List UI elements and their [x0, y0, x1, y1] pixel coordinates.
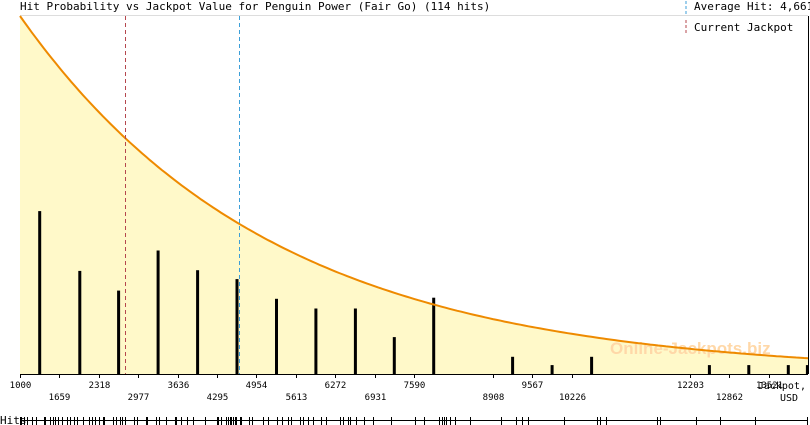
hit-bar: [156, 250, 160, 374]
probability-curve: [19, 15, 809, 360]
hit-bar: [275, 298, 278, 374]
x-tick-label: 10226: [559, 393, 586, 403]
hit-bar: [353, 308, 357, 374]
legend: Average Hit: 4,661 Current Jackpot: [685, 0, 810, 34]
hits-rug-label: Hits: [0, 414, 27, 425]
x-tick-label: 12203: [677, 381, 704, 391]
x-tick-label: 5613: [286, 393, 308, 403]
x-axis-label-line1: Jackpot,: [758, 381, 806, 392]
chart-title: Hit Probability vs Jackpot Value for Pen…: [20, 0, 490, 13]
x-tick-label: 13521: [756, 381, 783, 391]
x-tick-label: 2318: [89, 381, 111, 391]
hit-bar: [805, 365, 809, 374]
legend-average-label: Average Hit: 4,661: [694, 0, 810, 13]
x-tick-label: 6931: [365, 393, 387, 403]
hit-bar: [196, 270, 200, 374]
plot-area: [20, 15, 809, 374]
hit-bar: [707, 365, 711, 374]
x-tick-label: 12862: [716, 393, 743, 403]
hit-bar: [432, 297, 436, 374]
hits-rug: [20, 417, 808, 425]
x-tick-label: 4295: [207, 393, 229, 403]
probability-fill-area: [20, 16, 808, 374]
hit-bar: [590, 356, 594, 374]
x-tick-label: 7590: [404, 381, 426, 391]
x-tick-label: 8908: [483, 393, 505, 403]
hit-bar: [78, 270, 82, 374]
legend-current-label: Current Jackpot: [694, 21, 793, 34]
x-tick-label: 3636: [168, 381, 190, 391]
hit-bar: [314, 308, 318, 374]
x-axis-ticks: 1000 1659 2318 2977 3636 4295 4954 5613 6272 6931…: [10, 374, 783, 403]
x-tick-label: 4954: [246, 381, 268, 391]
hit-bar: [786, 365, 790, 374]
hit-bar: [38, 211, 42, 374]
hit-bar: [117, 290, 121, 374]
x-tick-label: 2977: [128, 393, 150, 403]
x-tick-label: 1659: [49, 393, 71, 403]
x-tick-label: 1000: [10, 381, 32, 391]
hit-bar: [747, 365, 751, 374]
x-tick-label: 9567: [522, 381, 544, 391]
hit-bar: [511, 356, 515, 374]
hit-bar: [235, 279, 239, 374]
hit-bar: [550, 365, 554, 374]
x-axis-label-line2: USD: [780, 393, 798, 404]
x-tick-label: 6272: [325, 381, 347, 391]
hit-bar: [392, 337, 396, 374]
hit-bars: [38, 211, 809, 374]
